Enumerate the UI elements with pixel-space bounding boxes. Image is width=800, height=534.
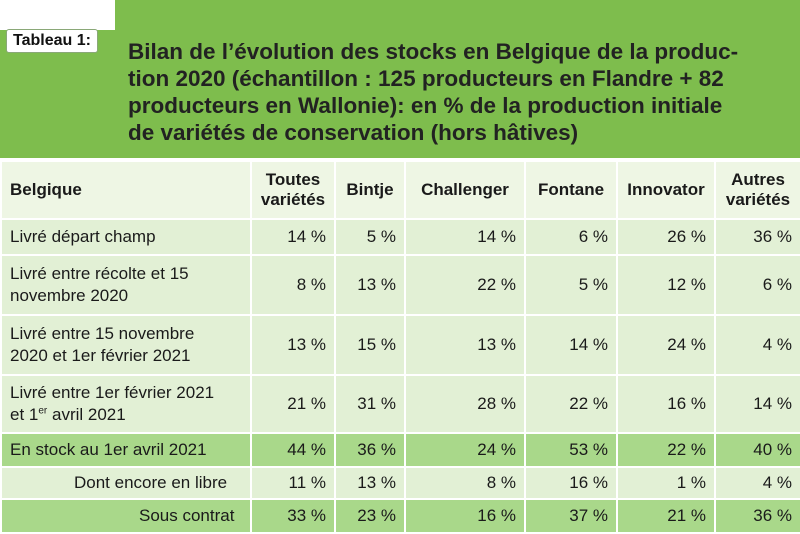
cell-value: 44 % [250, 432, 336, 468]
table-row: Livré entre récolte et 15 novembre 2020 8… [0, 254, 800, 316]
column-header-belgique: Belgique [0, 160, 252, 220]
column-header-innovator: Innovator [616, 160, 716, 220]
cell-value: 16 % [524, 466, 618, 500]
table-row: Dont encore en libre 11 % 13 % 8 % 16 % … [0, 466, 800, 500]
cell-value: 33 % [250, 498, 336, 534]
cell-value: 6 % [714, 254, 800, 316]
cell-value: 26 % [616, 218, 716, 256]
cell-value: 4 % [714, 314, 800, 376]
table-row: Livré départ champ 14 % 5 % 14 % 6 % 26 … [0, 218, 800, 256]
cell-value: 22 % [616, 432, 716, 468]
cell-value: 8 % [250, 254, 336, 316]
cell-value: 28 % [404, 374, 526, 434]
cell-value: 14 % [404, 218, 526, 256]
cell-value: 12 % [616, 254, 716, 316]
cell-value: 11 % [250, 466, 336, 500]
title-banner-notch [0, 0, 115, 30]
cell-value: 23 % [334, 498, 406, 534]
table-row-total: En stock au 1er avril 2021 44 % 36 % 24 … [0, 432, 800, 468]
cell-value: 36 % [714, 218, 800, 256]
cell-value: 16 % [616, 374, 716, 434]
cell-value: 4 % [714, 466, 800, 500]
cell-value: 5 % [334, 218, 406, 256]
cell-value: 13 % [250, 314, 336, 376]
cell-value: 14 % [250, 218, 336, 256]
table-header-row: Belgique Toutes variétés Bintje Challenge… [0, 160, 800, 220]
row-label: Sous contrat [0, 498, 252, 534]
cell-value: 24 % [616, 314, 716, 376]
row-label: Livré départ champ [0, 218, 252, 256]
table-row: Livré entre 15 novembre 2020 et 1er févri… [0, 314, 800, 376]
cell-value: 14 % [524, 314, 618, 376]
cell-value: 31 % [334, 374, 406, 434]
table-number-label: Tableau 1: [6, 29, 98, 53]
cell-value: 13 % [334, 466, 406, 500]
row-label: Livré entre 1er février 2021 et 1er avril… [0, 374, 252, 434]
table-title-line: Bilan de l’évolution des stocks en Belgi… [128, 39, 739, 64]
table-title-line: producteurs en Wallonie): en % de la pro… [128, 93, 723, 118]
table-row-total: Sous contrat 33 % 23 % 16 % 37 % 21 % 36… [0, 498, 800, 534]
table-title-line: tion 2020 (échantillon : 125 producteurs… [128, 66, 724, 91]
cell-value: 21 % [616, 498, 716, 534]
column-header-bintje: Bintje [334, 160, 406, 220]
column-header-toutes-varietes: Toutes variétés [250, 160, 336, 220]
cell-value: 21 % [250, 374, 336, 434]
column-header-autres-varietes: Autres variétés [714, 160, 800, 220]
column-header-challenger: Challenger [404, 160, 526, 220]
cell-value: 14 % [714, 374, 800, 434]
cell-value: 16 % [404, 498, 526, 534]
stock-table: Belgique Toutes variétés Bintje Challenge… [0, 160, 800, 534]
table-title: Bilan de l’évolution des stocks en Belgi… [128, 38, 788, 146]
cell-value: 13 % [404, 314, 526, 376]
cell-value: 53 % [524, 432, 618, 468]
cell-value: 36 % [714, 498, 800, 534]
cell-value: 15 % [334, 314, 406, 376]
cell-value: 37 % [524, 498, 618, 534]
cell-value: 22 % [524, 374, 618, 434]
row-label: Livré entre 15 novembre 2020 et 1er févri… [0, 314, 252, 376]
cell-value: 13 % [334, 254, 406, 316]
cell-value: 5 % [524, 254, 618, 316]
row-label: En stock au 1er avril 2021 [0, 432, 252, 468]
cell-value: 1 % [616, 466, 716, 500]
title-banner [0, 0, 800, 158]
row-label: Dont encore en libre [0, 466, 252, 500]
row-label: Livré entre récolte et 15 novembre 2020 [0, 254, 252, 316]
cell-value: 22 % [404, 254, 526, 316]
table-title-line: de variétés de conservation (hors hâtive… [128, 120, 579, 145]
cell-value: 40 % [714, 432, 800, 468]
cell-value: 6 % [524, 218, 618, 256]
cell-value: 24 % [404, 432, 526, 468]
cell-value: 8 % [404, 466, 526, 500]
cell-value: 36 % [334, 432, 406, 468]
table-row: Livré entre 1er février 2021 et 1er avril… [0, 374, 800, 434]
column-header-fontane: Fontane [524, 160, 618, 220]
